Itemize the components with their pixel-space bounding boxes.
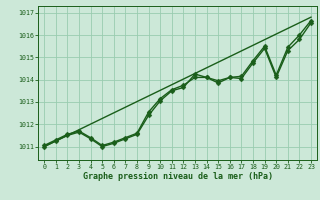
- X-axis label: Graphe pression niveau de la mer (hPa): Graphe pression niveau de la mer (hPa): [83, 172, 273, 181]
